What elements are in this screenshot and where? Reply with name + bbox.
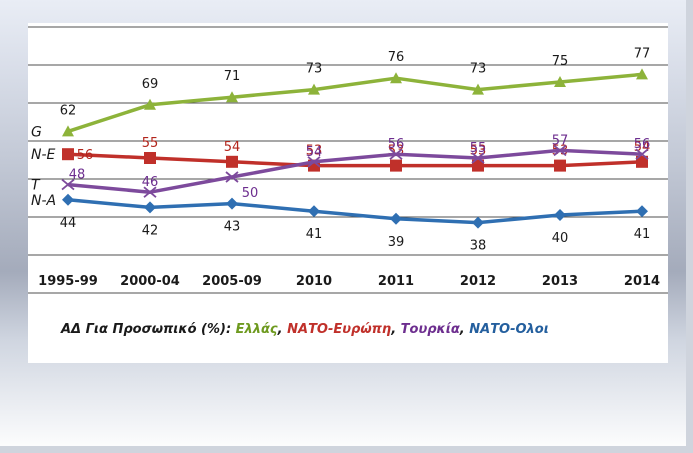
x-tick-2013: 2013 bbox=[542, 274, 578, 289]
data-label-g-2005-09: 71 bbox=[224, 69, 241, 84]
data-label-n-a-2014: 41 bbox=[634, 227, 651, 242]
point-n-a-1995-99 bbox=[62, 193, 74, 206]
caption-greece: Ελλάς bbox=[235, 322, 278, 337]
data-label-t-2012: 55 bbox=[470, 141, 487, 156]
data-label-g-2013: 75 bbox=[552, 54, 569, 69]
caption-prefix: ΑΔ Για Προσωπικό (%): bbox=[61, 322, 236, 337]
x-tick-2014: 2014 bbox=[624, 274, 660, 289]
data-label-n-a-2011: 39 bbox=[388, 235, 405, 250]
data-label-g-2012: 73 bbox=[470, 62, 487, 77]
point-n-e-2005-09 bbox=[226, 155, 238, 168]
point-n-e-2012 bbox=[472, 159, 484, 172]
data-label-t-1995-99: 48 bbox=[69, 168, 86, 183]
series-name-g: G bbox=[31, 124, 42, 140]
point-t-2000-04 bbox=[143, 186, 157, 198]
point-t-1995-99 bbox=[61, 178, 75, 191]
series-line-n-e bbox=[67, 152, 643, 168]
data-label-n-a-2005-09: 43 bbox=[224, 220, 241, 235]
series-name-n-a: N-A bbox=[31, 193, 56, 209]
data-label-t-2013: 57 bbox=[552, 133, 569, 148]
x-tick-2012: 2012 bbox=[460, 274, 496, 289]
data-label-g-2011: 76 bbox=[388, 50, 405, 65]
point-g-1995-99 bbox=[62, 125, 74, 137]
caption-sep-3: , bbox=[459, 322, 470, 337]
point-n-a-2005-09 bbox=[226, 197, 238, 210]
data-label-n-a-2012: 38 bbox=[470, 239, 487, 254]
point-t-2010 bbox=[307, 156, 321, 168]
point-n-a-2010 bbox=[308, 205, 320, 218]
point-n-e-2013 bbox=[554, 159, 566, 172]
data-label-g-2000-04: 69 bbox=[142, 77, 159, 92]
line-chart: 1995-99 2000-04 2005-09 2010 2011 2012 2013 201… bbox=[28, 26, 668, 294]
data-label-t-2010: 54 bbox=[306, 145, 323, 160]
point-n-e-2011 bbox=[390, 159, 402, 172]
data-label-t-2005-09: 50 bbox=[242, 186, 259, 201]
data-label-n-a-1995-99: 44 bbox=[60, 216, 77, 231]
data-label-g-2010: 73 bbox=[306, 62, 323, 77]
data-label-n-e-2010: 53 bbox=[306, 144, 323, 159]
caption-nato-europe: ΝΑΤΟ-Ευρώπη bbox=[287, 322, 392, 337]
point-n-a-2012 bbox=[472, 216, 484, 229]
x-tick-2005-09: 2005-09 bbox=[202, 274, 262, 289]
x-tick-1995-99: 1995-99 bbox=[38, 274, 98, 289]
point-g-2000-04 bbox=[144, 98, 156, 110]
point-g-2011 bbox=[390, 72, 402, 84]
point-n-a-2013 bbox=[554, 209, 566, 221]
data-label-n-a-2013: 40 bbox=[552, 231, 569, 246]
chart-caption: ΑΔ Για Προσωπικό (%): Ελλάς, ΝΑΤΟ-Ευρώπη… bbox=[61, 322, 549, 337]
caption-sep-2: , bbox=[391, 322, 401, 337]
point-t-2011 bbox=[389, 148, 403, 160]
caption-sep-1: , bbox=[277, 322, 288, 337]
data-label-t-2000-04: 46 bbox=[142, 175, 159, 190]
series-name-t: T bbox=[31, 178, 41, 194]
caption-turkey: Τουρκία bbox=[400, 322, 460, 337]
data-label-n-e-2000-04: 55 bbox=[142, 136, 159, 151]
point-t-2005-09 bbox=[225, 171, 239, 183]
x-tick-2000-04: 2000-04 bbox=[120, 274, 180, 289]
point-g-2014 bbox=[636, 68, 648, 80]
data-label-n-a-2010: 41 bbox=[306, 227, 323, 242]
data-label-n-e-1995-99: 56 bbox=[77, 148, 94, 163]
series-name-n-e: N-E bbox=[31, 147, 56, 163]
data-label-t-2011: 56 bbox=[388, 137, 405, 152]
point-g-2005-09 bbox=[226, 91, 238, 103]
point-g-2013 bbox=[554, 76, 566, 87]
x-tick-2011: 2011 bbox=[378, 274, 414, 289]
data-label-g-2014: 77 bbox=[634, 46, 651, 61]
series-line-g bbox=[67, 72, 643, 134]
series-line-n-a bbox=[67, 198, 643, 225]
data-label-g-1995-99: 62 bbox=[60, 103, 77, 118]
point-g-2010 bbox=[308, 83, 320, 95]
point-n-a-2014 bbox=[636, 205, 648, 218]
point-t-2014 bbox=[635, 148, 649, 160]
point-g-2012 bbox=[472, 83, 484, 95]
data-label-n-e-2005-09: 54 bbox=[224, 140, 241, 155]
x-tick-2010: 2010 bbox=[296, 274, 332, 289]
point-n-e-2014 bbox=[636, 155, 648, 168]
chart-panel: 1995-99 2000-04 2005-09 2010 2011 2012 2013 201… bbox=[28, 23, 668, 363]
data-label-t-2014: 56 bbox=[634, 137, 651, 152]
point-n-a-2011 bbox=[390, 212, 402, 225]
point-n-e-2000-04 bbox=[144, 152, 156, 164]
point-t-2013 bbox=[553, 144, 567, 157]
data-label-n-a-2000-04: 42 bbox=[142, 223, 159, 238]
caption-nato-all: ΝΑΤΟ-Ολοι bbox=[469, 322, 549, 337]
point-n-a-2000-04 bbox=[144, 201, 156, 214]
point-t-2012 bbox=[471, 152, 485, 164]
series-line-t bbox=[67, 148, 643, 194]
point-n-e-1995-99 bbox=[62, 148, 74, 161]
